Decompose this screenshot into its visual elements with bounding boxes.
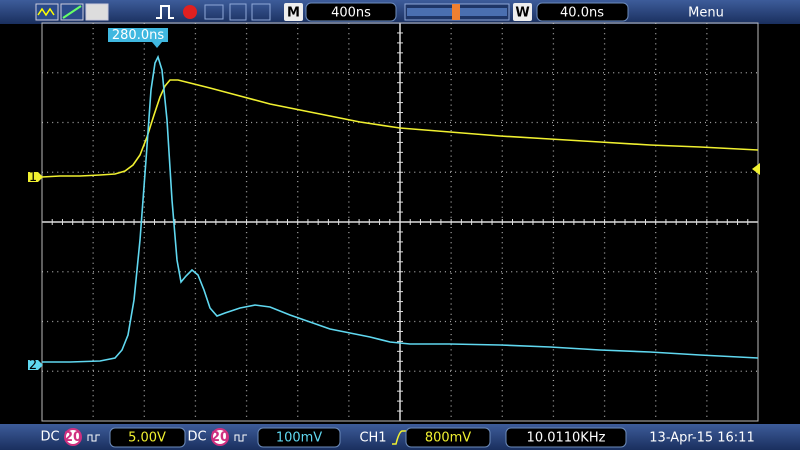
frequency-box bbox=[505, 427, 627, 448]
ch1-scale: 5.00V bbox=[128, 431, 166, 446]
ch1-bandwidth: 20 bbox=[64, 430, 82, 445]
m-badge bbox=[284, 3, 303, 21]
graticule-border bbox=[41, 22, 759, 422]
bw-icon bbox=[64, 428, 82, 446]
trigger-source: CH1 bbox=[359, 431, 386, 446]
trigger-level-box bbox=[405, 427, 491, 448]
cursor-tag bbox=[108, 28, 168, 42]
icon bbox=[251, 3, 271, 21]
window-marker bbox=[452, 4, 460, 20]
trigger-edge-icon bbox=[392, 430, 406, 445]
time-base: 400ns bbox=[331, 6, 371, 21]
trigger-level: 800mV bbox=[425, 431, 471, 446]
menu-button[interactable]: Menu bbox=[688, 6, 724, 21]
time-base-box bbox=[305, 2, 397, 22]
ch2-scale: 100mV bbox=[276, 431, 322, 446]
ch2-coupling: DC bbox=[187, 430, 206, 445]
record-icon bbox=[183, 5, 197, 19]
icon bbox=[204, 4, 224, 20]
ch1-marker bbox=[28, 172, 43, 182]
ch2-trace bbox=[42, 54, 759, 363]
window-value: 40.0ns bbox=[560, 6, 604, 21]
frequency: 10.0110KHz bbox=[527, 431, 606, 446]
ch1-marker-label: 1 bbox=[29, 170, 37, 185]
ch1-scale-box bbox=[109, 427, 186, 448]
ch1-trace bbox=[41, 79, 759, 178]
ch1-coupling: DC bbox=[40, 430, 59, 445]
icon bbox=[87, 434, 100, 442]
ch2-scale-box bbox=[257, 427, 341, 448]
w-label: W bbox=[515, 6, 529, 21]
m-label: M bbox=[287, 6, 300, 21]
window-box bbox=[536, 2, 629, 22]
ch2-bandwidth: 20 bbox=[211, 430, 229, 445]
bw-icon bbox=[211, 428, 229, 446]
icon bbox=[234, 434, 247, 442]
icon bbox=[229, 3, 247, 21]
ch2-marker bbox=[28, 360, 43, 370]
icon bbox=[85, 3, 109, 21]
top-bar bbox=[0, 0, 800, 24]
w-badge bbox=[513, 3, 532, 21]
datetime: 13-Apr-15 16:11 bbox=[649, 431, 754, 446]
icon bbox=[35, 3, 59, 21]
top-icons bbox=[35, 3, 271, 21]
ch2-marker-label: 2 bbox=[29, 358, 37, 373]
trigger-level-marker bbox=[752, 163, 760, 175]
trigger-icon bbox=[156, 5, 174, 19]
cursor-label: 280.0ns bbox=[112, 28, 164, 43]
